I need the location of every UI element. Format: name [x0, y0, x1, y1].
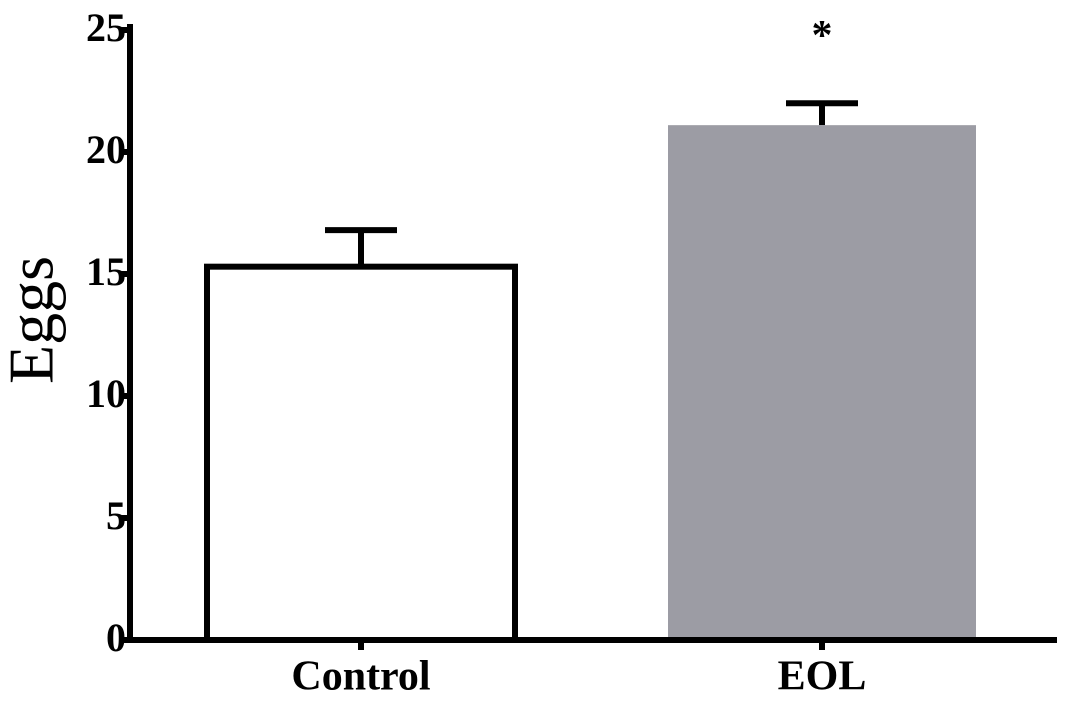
y-tick-label: 15 [86, 249, 126, 294]
y-tick-label: 25 [86, 5, 126, 50]
x-tick-label: Control [291, 654, 430, 700]
y-tick-label: 10 [86, 371, 126, 416]
bar [668, 125, 976, 640]
y-tick-label: 5 [106, 493, 126, 538]
x-tick-label: EOL [778, 654, 867, 700]
annotation: * [812, 13, 833, 59]
bar [204, 263, 518, 643]
y-tick-label: 0 [106, 615, 126, 660]
y-tick-label: 20 [86, 127, 126, 172]
y-axis-label: Eggs [0, 256, 67, 384]
